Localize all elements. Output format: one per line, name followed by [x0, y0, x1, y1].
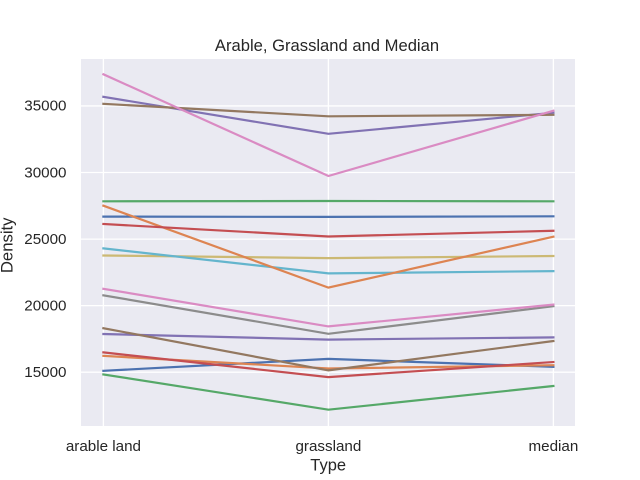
svg-text:Type: Type	[310, 457, 346, 475]
svg-text:35000: 35000	[24, 98, 66, 115]
svg-text:arable land: arable land	[66, 438, 141, 455]
svg-text:Density: Density	[0, 217, 16, 273]
svg-text:median: median	[528, 438, 578, 455]
svg-text:20000: 20000	[24, 297, 66, 314]
svg-text:15000: 15000	[24, 364, 66, 381]
svg-text:Arable, Grassland and Median: Arable, Grassland and Median	[215, 36, 439, 55]
svg-text:grassland: grassland	[295, 438, 361, 455]
svg-text:25000: 25000	[24, 231, 66, 248]
svg-text:30000: 30000	[24, 164, 66, 181]
